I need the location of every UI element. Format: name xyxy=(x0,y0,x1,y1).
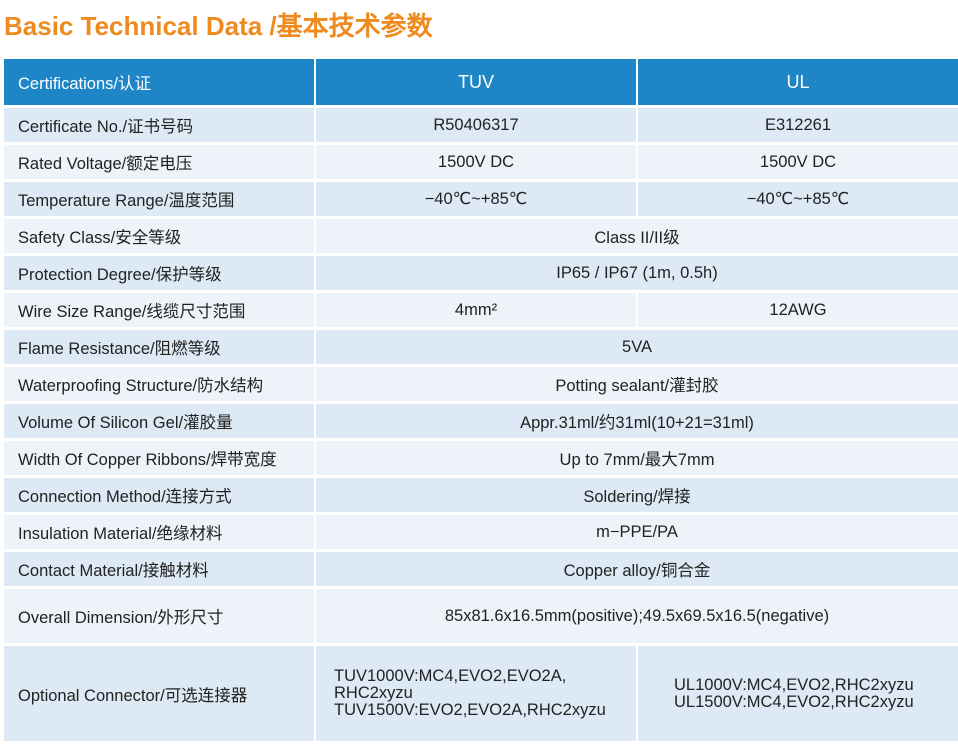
table-row: Flame Resistance/阻燃等级 5VA xyxy=(4,330,958,364)
table-row: Temperature Range/温度范围 −40℃~+85℃ −40℃~+8… xyxy=(4,182,958,216)
table-row: Rated Voltage/额定电压 1500V DC 1500V DC xyxy=(4,145,958,179)
merged-value: Soldering/焊接 xyxy=(316,478,958,512)
tuv-connector-line: RHC2xyzu xyxy=(334,684,413,702)
ul-value: −40℃~+85℃ xyxy=(638,182,958,216)
page-title: Basic Technical Data /基本技术参数 xyxy=(4,11,433,41)
row-label: Width Of Copper Ribbons/焊带宽度 xyxy=(4,441,314,475)
row-label: Volume Of Silicon Gel/灌胶量 xyxy=(4,404,314,438)
row-label: Overall Dimension/外形尺寸 xyxy=(4,589,314,643)
row-label: Insulation Material/绝缘材料 xyxy=(4,515,314,549)
table-row: Insulation Material/绝缘材料 m−PPE/PA xyxy=(4,515,958,549)
ul-connector-line: UL1000V:MC4,EVO2,RHC2xyzu xyxy=(674,675,914,694)
tuv-value: −40℃~+85℃ xyxy=(316,182,636,216)
merged-value: Copper alloy/铜合金 xyxy=(316,552,958,586)
merged-value: Appr.31ml/约31ml(10+21=31ml) xyxy=(316,404,958,438)
header-tuv: TUV xyxy=(316,59,636,105)
table-row: Protection Degree/保护等级 IP65 / IP67 (1m, … xyxy=(4,256,958,290)
row-label: Safety Class/安全等级 xyxy=(4,219,314,253)
table-row: Safety Class/安全等级 Class II/II级 xyxy=(4,219,958,253)
row-label: Temperature Range/温度范围 xyxy=(4,182,314,216)
tuv-connector-line: TUV1500V:EVO2,EVO2A,RHC2xyzu xyxy=(334,701,606,719)
tuv-connector-list: TUV1000V:MC4,EVO2,EVO2A, RHC2xyzu TUV150… xyxy=(316,646,636,741)
table-row: Waterproofing Structure/防水结构 Potting sea… xyxy=(4,367,958,401)
header-label: Certifications/认证 xyxy=(4,59,314,105)
row-label: Flame Resistance/阻燃等级 xyxy=(4,330,314,364)
table-row: Contact Material/接触材料 Copper alloy/铜合金 xyxy=(4,552,958,586)
table-row: Wire Size Range/线缆尺寸范围 4mm² 12AWG xyxy=(4,293,958,327)
tuv-value: 4mm² xyxy=(316,293,636,327)
row-label: Contact Material/接触材料 xyxy=(4,552,314,586)
row-label: Wire Size Range/线缆尺寸范围 xyxy=(4,293,314,327)
merged-value: IP65 / IP67 (1m, 0.5h) xyxy=(316,256,958,290)
merged-value: Potting sealant/灌封胶 xyxy=(316,367,958,401)
tuv-connector-line: TUV1000V:MC4,EVO2,EVO2A, xyxy=(334,667,567,685)
table-row: Certificate No./证书号码 R50406317 E312261 xyxy=(4,108,958,142)
table-row: Volume Of Silicon Gel/灌胶量 Appr.31ml/约31m… xyxy=(4,404,958,438)
table-row: Overall Dimension/外形尺寸 85x81.6x16.5mm(po… xyxy=(4,589,958,643)
ul-value: 1500V DC xyxy=(638,145,958,179)
tuv-value: R50406317 xyxy=(316,108,636,142)
row-label: Optional Connector/可选连接器 xyxy=(4,646,314,741)
ul-value: E312261 xyxy=(638,108,958,142)
table-row: Connection Method/连接方式 Soldering/焊接 xyxy=(4,478,958,512)
merged-value: m−PPE/PA xyxy=(316,515,958,549)
row-label: Connection Method/连接方式 xyxy=(4,478,314,512)
merged-value: 5VA xyxy=(316,330,958,364)
tuv-value: 1500V DC xyxy=(316,145,636,179)
row-label: Protection Degree/保护等级 xyxy=(4,256,314,290)
ul-connector-list: UL1000V:MC4,EVO2,RHC2xyzu UL1500V:MC4,EV… xyxy=(638,646,958,741)
table-header-row: Certifications/认证 TUV UL xyxy=(4,59,958,105)
row-label: Waterproofing Structure/防水结构 xyxy=(4,367,314,401)
ul-connector-line: UL1500V:MC4,EVO2,RHC2xyzu xyxy=(674,692,914,711)
merged-value: Up to 7mm/最大7mm xyxy=(316,441,958,475)
ul-value: 12AWG xyxy=(638,293,958,327)
table-row: Optional Connector/可选连接器 TUV1000V:MC4,EV… xyxy=(4,646,958,741)
row-label: Rated Voltage/额定电压 xyxy=(4,145,314,179)
merged-value: 85x81.6x16.5mm(positive);49.5x69.5x16.5(… xyxy=(316,589,958,643)
header-ul: UL xyxy=(638,59,958,105)
row-label: Certificate No./证书号码 xyxy=(4,108,314,142)
table-row: Width Of Copper Ribbons/焊带宽度 Up to 7mm/最… xyxy=(4,441,958,475)
technical-data-table: Certifications/认证 TUV UL Certificate No.… xyxy=(2,56,958,744)
merged-value: Class II/II级 xyxy=(316,219,958,253)
